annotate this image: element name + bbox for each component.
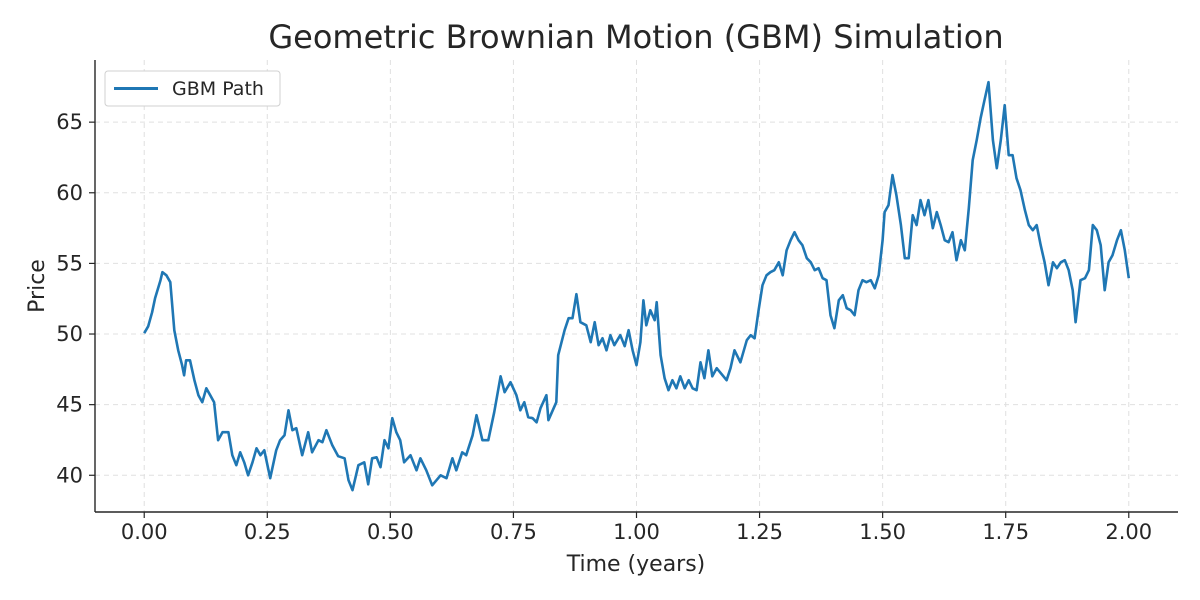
y-tick-label: 65 [56,110,83,134]
y-axis-label: Price [25,259,50,313]
legend-box [104,70,281,107]
y-tick-label: 45 [56,393,83,417]
x-axis-label: Time (years) [566,552,706,577]
series-layer [143,80,1131,492]
legend: GBM Path [104,70,281,107]
gbm-path-line [143,80,1131,492]
y-tick-label: 55 [56,251,83,275]
y-tick-label: 50 [56,322,83,346]
legend-label: GBM Path [172,78,264,100]
x-tick-label: 0.50 [367,520,414,544]
x-tick-label: 0.00 [121,520,168,544]
x-tick-label: 1.75 [982,520,1029,544]
x-tick-label: 0.25 [244,520,291,544]
chart-title: Geometric Brownian Motion (GBM) Simulati… [268,18,1003,56]
x-tick-label: 0.75 [490,520,537,544]
axes: 0.00 0.25 0.50 0.75 1.00 1.25 1.50 1.75 2.00 40 45… [56,60,1178,544]
x-tick-label: 1.25 [736,520,783,544]
x-tick-label: 2.00 [1105,520,1152,544]
x-tick-label: 1.00 [613,520,660,544]
y-tick-label: 60 [56,181,83,205]
y-tick-label: 40 [56,463,83,487]
grid [95,60,1178,512]
x-tick-label: 1.50 [859,520,906,544]
